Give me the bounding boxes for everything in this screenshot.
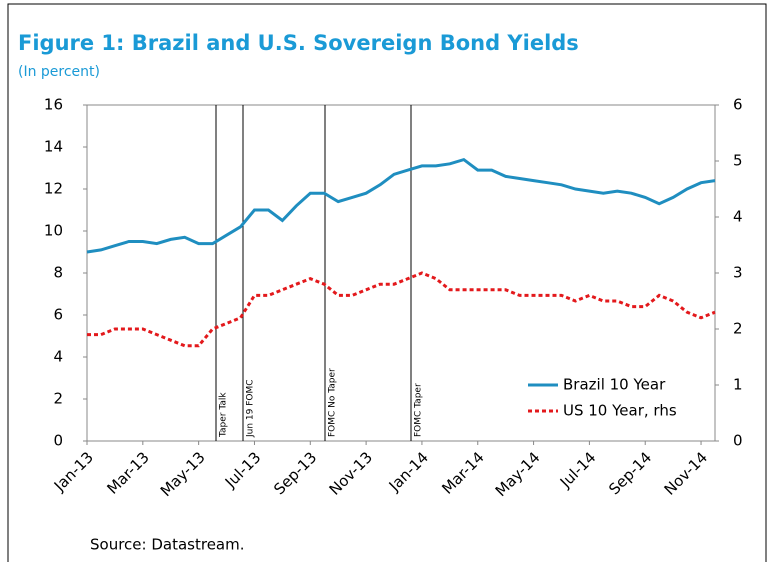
x-tick-label: Jan-14 [385,448,432,495]
x-tick-label: Sep-14 [605,448,655,498]
x-tick-label: Mar-14 [438,448,487,497]
y-tick-label: 16 [44,96,63,114]
event-label: FOMC No Taper [328,368,338,437]
frame [7,3,767,562]
y-tick-label: 0 [53,432,63,450]
x-tick-label: May-14 [492,448,544,500]
x-tick-label: Nov-14 [661,448,711,498]
y2-tick-label: 3 [733,264,743,282]
y2-tick-label: 2 [733,320,743,338]
y-tick-label: 10 [44,222,63,240]
y-tick-label: 12 [44,180,63,198]
x-tick-label: Nov-13 [326,448,376,498]
y-tick-label: 2 [53,390,63,408]
x-tick-label: Jul-13 [221,448,265,492]
series-line [86,157,716,254]
chart-subtitle: (In percent) [18,64,100,80]
source-note: Source: Datastream. [90,536,245,554]
series-line [87,271,716,348]
legend-label: Brazil 10 Year [563,376,666,394]
y2-tick-label: 4 [733,208,743,226]
event-label: Taper Talk [219,392,229,438]
y2-tick-label: 5 [733,152,743,170]
y-tick-label: 6 [53,306,63,324]
event-label: Jun 19 FOMC [246,379,256,438]
y-tick-label: 4 [53,348,63,366]
x-tick-label: May-13 [157,448,209,500]
y-tick-label: 14 [44,138,63,156]
event-label: FOMC Taper [414,383,424,437]
y2-tick-label: 6 [733,96,743,114]
x-tick-label: Jan-13 [50,448,97,495]
x-tick-label: Sep-13 [270,448,320,498]
y2-tick-label: 0 [733,432,743,450]
chart-title: Figure 1: Brazil and U.S. Sovereign Bond… [18,31,579,55]
y-tick-label: 8 [53,264,63,282]
legend-label: US 10 Year, rhs [563,402,677,420]
y2-tick-label: 1 [733,376,743,394]
x-tick-label: Jul-14 [556,448,600,492]
x-tick-label: Mar-13 [103,448,152,497]
